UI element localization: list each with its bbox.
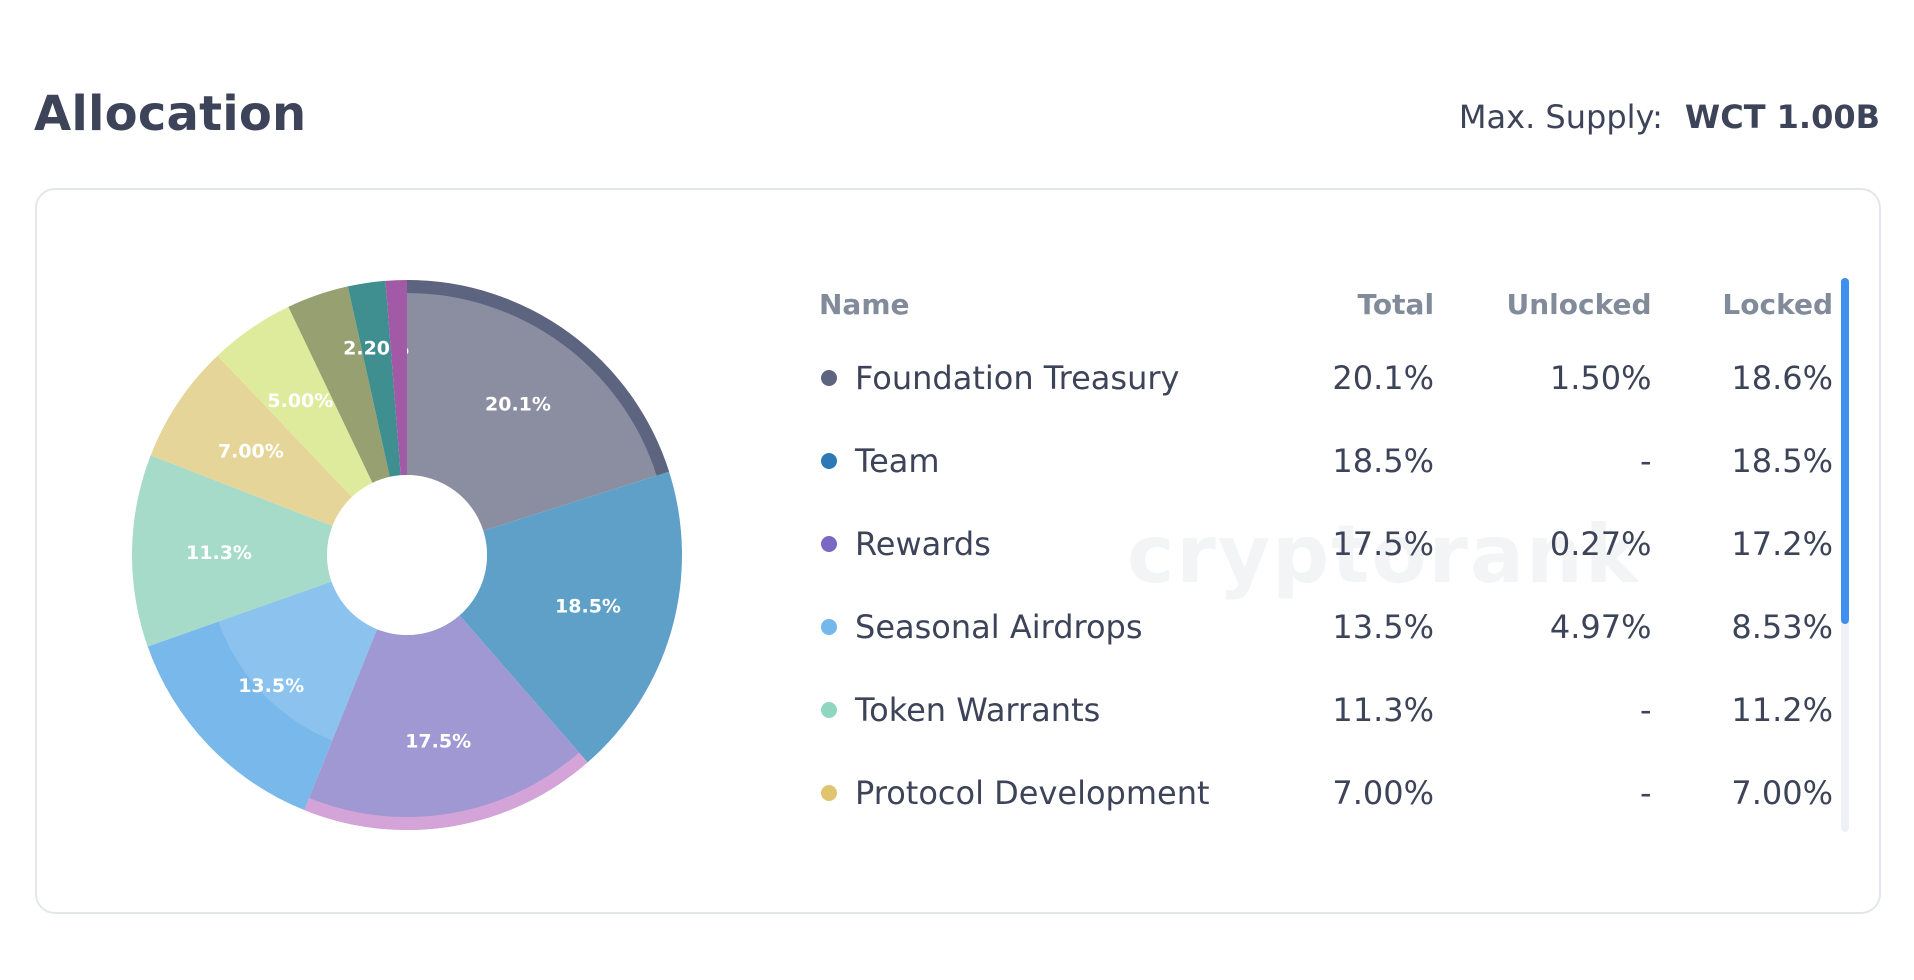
table-row[interactable]: Foundation Treasury 20.1% 1.50% 18.6% bbox=[817, 336, 1833, 419]
table-row[interactable]: Token Warrants 11.3% - 11.2% bbox=[817, 668, 1833, 751]
pie-slice-unlocked bbox=[407, 280, 670, 476]
row-total: 7.00% bbox=[1332, 773, 1435, 812]
row-name-label: Foundation Treasury bbox=[855, 358, 1180, 397]
row-unlocked: - bbox=[1639, 690, 1652, 729]
row-name: Protocol Development bbox=[817, 751, 1239, 834]
row-name: Seasonal Airdrops bbox=[817, 585, 1239, 668]
row-total: 17.5% bbox=[1332, 524, 1435, 563]
row-name: Team bbox=[817, 419, 1239, 502]
row-locked: 17.2% bbox=[1731, 524, 1833, 563]
pie-slice[interactable] bbox=[288, 286, 390, 483]
row-name: Foundation Treasury bbox=[817, 336, 1239, 419]
row-name-label: Team bbox=[855, 441, 940, 480]
pie-slice-label: 18.5% bbox=[555, 596, 621, 618]
legend-dot-icon bbox=[821, 701, 837, 718]
row-locked: 18.5% bbox=[1731, 441, 1833, 480]
pie-slice[interactable] bbox=[132, 455, 333, 647]
max-supply-label: Max. Supply: bbox=[1458, 98, 1663, 136]
pie-slice-label: 7.00% bbox=[218, 440, 284, 462]
row-locked: 18.6% bbox=[1731, 358, 1833, 397]
legend-dot-icon bbox=[821, 618, 837, 635]
pie-slice[interactable] bbox=[459, 471, 682, 763]
pie-slice-unlocked bbox=[304, 752, 588, 830]
row-unlocked: 4.97% bbox=[1549, 607, 1652, 646]
pie-slice-label: 13.5% bbox=[238, 675, 304, 697]
donut-hole bbox=[327, 475, 487, 635]
allocation-card: 20.1% 18.5% 17.5% 13.5% 11.3% 7.00% 5.00% 2.20%… bbox=[35, 188, 1881, 914]
row-locked: 8.53% bbox=[1731, 607, 1833, 646]
table-row[interactable]: Rewards 17.5% 0.27% 17.2% bbox=[817, 502, 1833, 585]
row-name-label: Token Warrants bbox=[855, 690, 1101, 729]
pie-slice-label: 5.00% bbox=[267, 390, 333, 412]
row-unlocked: 1.50% bbox=[1549, 358, 1652, 397]
table-header-row: Name Total Unlocked Locked bbox=[817, 272, 1833, 336]
pie-slice-label: 20.1% bbox=[485, 393, 551, 415]
max-supply-value: WCT 1.00B bbox=[1684, 98, 1880, 136]
allocation-pie-chart: 20.1% 18.5% 17.5% 13.5% 11.3% 7.00% 5.00% 2.20% bbox=[132, 280, 682, 830]
row-name: Token Warrants bbox=[817, 668, 1239, 751]
row-unlocked: 0.27% bbox=[1549, 524, 1652, 563]
pie-slice-label: 17.5% bbox=[405, 730, 471, 752]
pie-svg: 20.1%18.5%17.5%13.5%11.3%7.00%5.00%2.20% bbox=[132, 280, 682, 830]
row-name-label: Seasonal Airdrops bbox=[855, 607, 1143, 646]
pie-slice[interactable] bbox=[347, 280, 401, 477]
allocation-table: Name Total Unlocked Locked Foundation Tr… bbox=[817, 272, 1833, 834]
column-header-total[interactable]: Total bbox=[1357, 287, 1435, 321]
column-header-name[interactable]: Name bbox=[819, 287, 910, 321]
table-row[interactable]: Protocol Development 7.00% - 7.00% bbox=[817, 751, 1833, 834]
row-name: Rewards bbox=[817, 502, 1239, 585]
scrollbar-thumb[interactable] bbox=[1841, 278, 1849, 625]
pie-slice[interactable] bbox=[385, 280, 407, 476]
row-unlocked: - bbox=[1639, 773, 1652, 812]
row-locked: 11.2% bbox=[1731, 690, 1833, 729]
pie-slice[interactable] bbox=[407, 280, 670, 531]
pie-slice[interactable] bbox=[217, 306, 373, 498]
max-supply: Max. Supply: WCT 1.00B bbox=[1459, 98, 1880, 136]
row-total: 13.5% bbox=[1332, 607, 1435, 646]
pie-slice[interactable] bbox=[150, 355, 352, 527]
legend-dot-icon bbox=[821, 535, 837, 552]
column-header-unlocked[interactable]: Unlocked bbox=[1506, 287, 1652, 321]
column-header-locked[interactable]: Locked bbox=[1722, 287, 1833, 321]
pie-slice[interactable] bbox=[304, 615, 588, 830]
legend-dot-icon bbox=[821, 452, 837, 469]
legend-dot-icon bbox=[821, 784, 837, 801]
row-total: 20.1% bbox=[1332, 358, 1435, 397]
row-total: 11.3% bbox=[1332, 690, 1435, 729]
legend-dot-icon bbox=[821, 369, 837, 386]
row-total: 18.5% bbox=[1332, 441, 1435, 480]
table-row[interactable]: Seasonal Airdrops 13.5% 4.97% 8.53% bbox=[817, 585, 1833, 668]
row-locked: 7.00% bbox=[1731, 773, 1833, 812]
row-unlocked: - bbox=[1639, 441, 1652, 480]
table-row[interactable]: Team 18.5% - 18.5% bbox=[817, 419, 1833, 502]
row-name-label: Protocol Development bbox=[855, 773, 1210, 812]
table-scrollbar[interactable] bbox=[1841, 278, 1849, 832]
row-name-label: Rewards bbox=[855, 524, 991, 563]
page-title: Allocation bbox=[34, 86, 307, 142]
pie-slice-label: 11.3% bbox=[186, 542, 252, 564]
pie-slice-unlocked bbox=[218, 581, 378, 741]
